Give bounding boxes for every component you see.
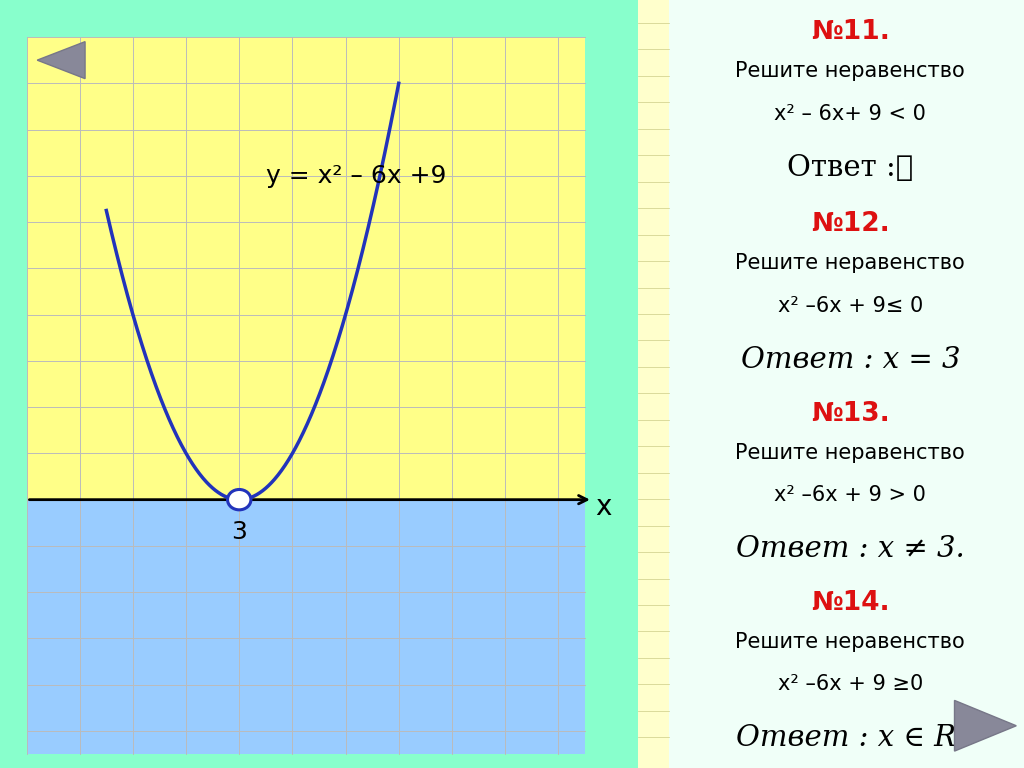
Text: Ответ :∅: Ответ :∅: [787, 154, 913, 181]
Polygon shape: [27, 500, 585, 754]
Circle shape: [227, 489, 251, 510]
Polygon shape: [37, 41, 85, 78]
Text: x² – 6x+ 9 < 0: x² – 6x+ 9 < 0: [774, 104, 927, 124]
Text: №14.: №14.: [811, 590, 890, 616]
Polygon shape: [954, 700, 1016, 751]
Text: Решите неравенство: Решите неравенство: [735, 632, 966, 652]
Text: №12.: №12.: [811, 211, 890, 237]
Text: Ответ : x ≠ 3.: Ответ : x ≠ 3.: [736, 535, 965, 563]
Polygon shape: [638, 0, 669, 768]
Text: Ответ : x ∈ R.: Ответ : x ∈ R.: [735, 724, 965, 752]
Text: Решите неравенство: Решите неравенство: [735, 443, 966, 463]
Text: Решите неравенство: Решите неравенство: [735, 253, 966, 273]
Text: x² –6x + 9 > 0: x² –6x + 9 > 0: [774, 485, 927, 505]
Polygon shape: [638, 0, 1024, 768]
Text: 3: 3: [231, 520, 247, 544]
Text: №11.: №11.: [811, 19, 890, 45]
Text: x² –6x + 9 ≥0: x² –6x + 9 ≥0: [777, 674, 923, 694]
Text: x² –6x + 9≤ 0: x² –6x + 9≤ 0: [777, 296, 923, 316]
Polygon shape: [27, 37, 585, 500]
Text: №13.: №13.: [811, 401, 890, 427]
Text: y = x² – 6x +9: y = x² – 6x +9: [266, 164, 446, 188]
Text: Ответ : x = 3: Ответ : x = 3: [740, 346, 961, 373]
Text: Решите неравенство: Решите неравенство: [735, 61, 966, 81]
Text: x: x: [595, 492, 611, 521]
